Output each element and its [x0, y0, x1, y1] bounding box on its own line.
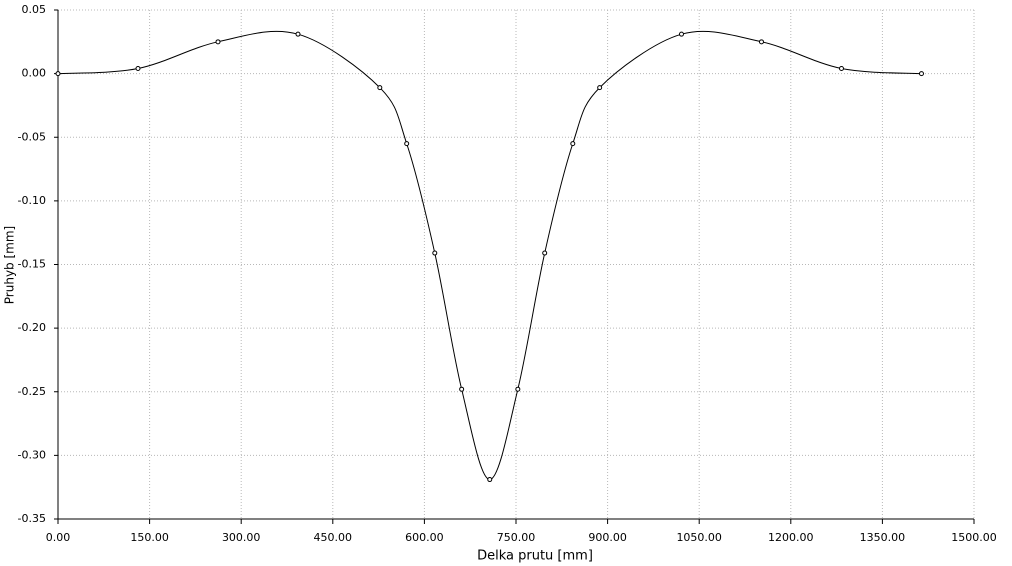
y-tick-label: -0.35 — [18, 512, 46, 525]
x-axis-label: Delka prutu [mm] — [477, 549, 593, 564]
point — [404, 141, 410, 147]
point — [597, 85, 603, 91]
point — [135, 66, 141, 72]
y-tick-label: -0.05 — [18, 130, 46, 143]
point — [918, 71, 924, 77]
point — [55, 71, 61, 77]
x-tick-label: 1050.00 — [676, 531, 722, 544]
line — [57, 30, 922, 481]
y-tick-label: -0.20 — [18, 321, 46, 334]
y-tick-label: -0.15 — [18, 258, 46, 271]
point — [838, 66, 844, 72]
x-tick-label: 600.00 — [405, 531, 444, 544]
point — [459, 386, 465, 392]
y-tick-label: 0.00 — [22, 67, 47, 80]
point — [570, 141, 576, 147]
y-tick-label: -0.30 — [18, 448, 46, 461]
point — [758, 39, 764, 45]
x-tick-label: 150.00 — [130, 531, 169, 544]
x-tick-label: 300.00 — [222, 531, 261, 544]
point — [515, 386, 521, 392]
x-tick-label: 0.00 — [46, 531, 71, 544]
x-tick-label: 1500.00 — [951, 531, 997, 544]
point — [215, 39, 221, 45]
point — [432, 250, 438, 256]
x-tick-label: 750.00 — [497, 531, 536, 544]
y-tick-label: -0.25 — [18, 385, 46, 398]
x-tick-label: 900.00 — [588, 531, 627, 544]
point — [295, 31, 301, 37]
x-tick-label: 450.00 — [314, 531, 353, 544]
x-tick-label: 1200.00 — [768, 531, 814, 544]
y-axis-label: Pruhyb [mm] — [3, 226, 17, 304]
point — [487, 477, 493, 483]
x-tick-label: 1350.00 — [860, 531, 906, 544]
y-tick-label: 0.05 — [22, 3, 47, 16]
y-tick-label: -0.10 — [18, 194, 46, 207]
point — [377, 85, 383, 91]
point — [678, 31, 684, 37]
point — [542, 250, 548, 256]
